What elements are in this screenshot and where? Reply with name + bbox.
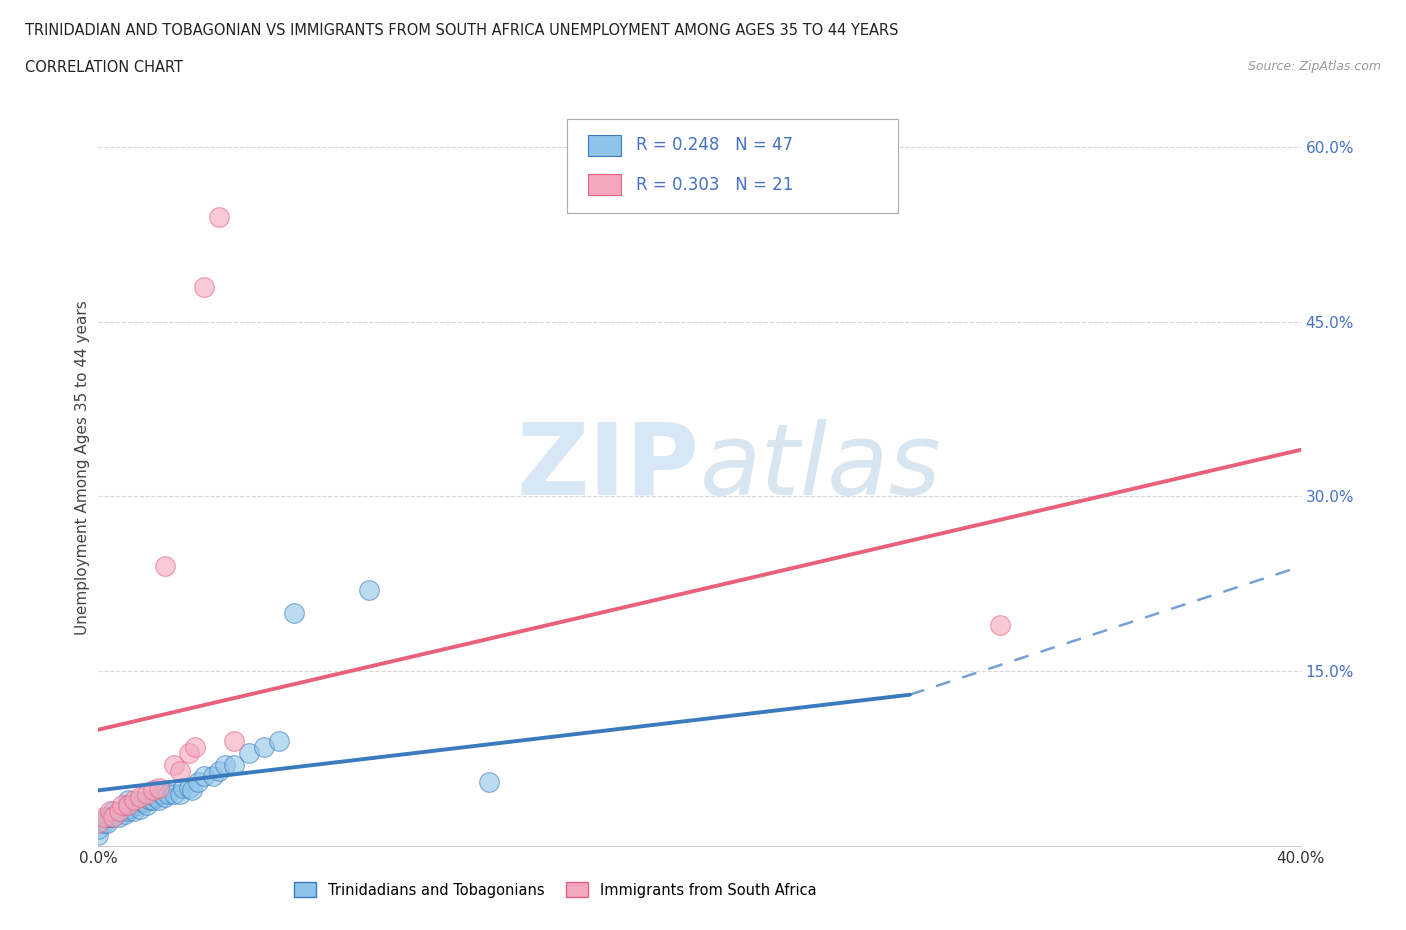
Point xyxy=(135,787,157,802)
Point xyxy=(156,787,179,802)
Point xyxy=(111,804,134,818)
Point xyxy=(153,559,176,574)
Point xyxy=(96,816,118,830)
Point xyxy=(169,764,191,778)
Point xyxy=(267,734,290,749)
FancyBboxPatch shape xyxy=(588,135,621,156)
Point xyxy=(169,787,191,802)
Point xyxy=(148,792,170,807)
Point xyxy=(193,279,215,294)
FancyBboxPatch shape xyxy=(567,119,898,213)
Point xyxy=(193,769,215,784)
Point xyxy=(108,810,131,825)
Point xyxy=(162,757,184,772)
Point xyxy=(127,794,149,809)
Point xyxy=(87,821,110,836)
Point xyxy=(108,804,131,818)
Point xyxy=(283,605,305,620)
Text: R = 0.248   N = 47: R = 0.248 N = 47 xyxy=(636,136,793,154)
Point xyxy=(138,792,160,807)
Point xyxy=(162,787,184,802)
Point xyxy=(129,802,152,817)
Point xyxy=(148,780,170,795)
Point xyxy=(93,816,115,830)
Point xyxy=(114,806,136,821)
Point xyxy=(357,582,380,597)
Point xyxy=(187,775,209,790)
Point xyxy=(117,804,139,818)
Point xyxy=(117,798,139,813)
Text: R = 0.303   N = 21: R = 0.303 N = 21 xyxy=(636,176,793,193)
Point xyxy=(100,804,122,818)
Point xyxy=(141,792,163,807)
Point xyxy=(103,810,125,825)
Point xyxy=(129,790,152,804)
Point xyxy=(121,801,143,816)
Point xyxy=(478,775,501,790)
Point xyxy=(103,810,125,825)
Point xyxy=(172,780,194,795)
Legend: Trinidadians and Tobagonians, Immigrants from South Africa: Trinidadians and Tobagonians, Immigrants… xyxy=(288,876,823,903)
Point xyxy=(124,792,146,807)
Point xyxy=(180,783,202,798)
Point xyxy=(111,798,134,813)
Text: Source: ZipAtlas.com: Source: ZipAtlas.com xyxy=(1247,60,1381,73)
Text: CORRELATION CHART: CORRELATION CHART xyxy=(25,60,183,75)
Point xyxy=(103,804,125,818)
Point xyxy=(253,739,276,754)
Point xyxy=(87,816,110,830)
Point xyxy=(177,746,200,761)
Y-axis label: Unemployment Among Ages 35 to 44 years: Unemployment Among Ages 35 to 44 years xyxy=(75,300,90,634)
Point xyxy=(208,764,231,778)
Point xyxy=(96,810,118,825)
Point xyxy=(222,734,245,749)
Point xyxy=(238,746,260,761)
Point xyxy=(208,209,231,224)
Point xyxy=(988,618,1011,632)
Point xyxy=(132,794,155,809)
Point xyxy=(153,790,176,804)
Point xyxy=(127,798,149,813)
Text: TRINIDADIAN AND TOBAGONIAN VS IMMIGRANTS FROM SOUTH AFRICA UNEMPLOYMENT AMONG AG: TRINIDADIAN AND TOBAGONIAN VS IMMIGRANTS… xyxy=(25,23,898,38)
Point xyxy=(93,810,115,825)
Point xyxy=(87,827,110,842)
Point xyxy=(201,769,224,784)
Point xyxy=(117,798,139,813)
Point xyxy=(145,790,167,804)
Point xyxy=(222,757,245,772)
FancyBboxPatch shape xyxy=(588,174,621,195)
Point xyxy=(117,792,139,807)
Point xyxy=(141,783,163,798)
Text: atlas: atlas xyxy=(700,418,941,516)
Text: ZIP: ZIP xyxy=(516,418,700,516)
Point xyxy=(183,739,205,754)
Point xyxy=(214,757,236,772)
Point xyxy=(177,780,200,795)
Point xyxy=(105,806,128,821)
Point xyxy=(124,804,146,818)
Point xyxy=(135,798,157,813)
Point xyxy=(100,810,122,825)
Point xyxy=(117,798,139,813)
Point xyxy=(150,787,173,802)
